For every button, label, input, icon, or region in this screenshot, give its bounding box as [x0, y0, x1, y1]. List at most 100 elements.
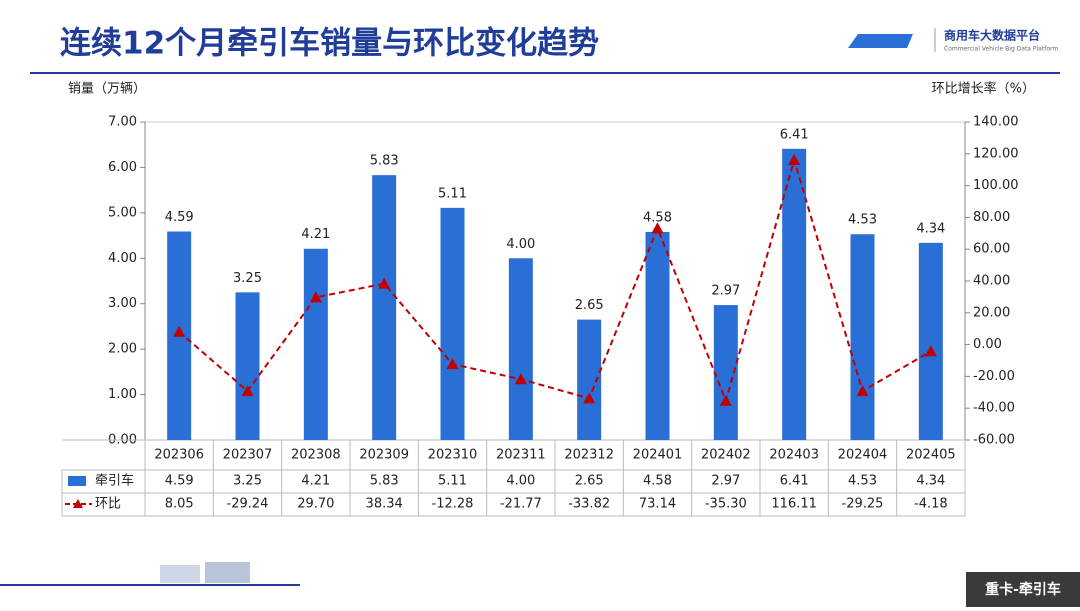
bar	[508, 258, 533, 440]
x-tick-label: 202309	[359, 448, 409, 463]
data-label: 4.00	[506, 237, 535, 252]
data-label: 4.34	[916, 221, 945, 236]
legend-entry: 环比	[95, 497, 121, 512]
y-tick-label: 5.00	[108, 205, 137, 220]
bar	[850, 234, 875, 440]
bar	[303, 248, 328, 440]
x-tick-label: 202401	[633, 448, 683, 463]
bar	[440, 207, 465, 440]
line	[178, 156, 932, 404]
x-tick-label: 202308	[291, 448, 341, 463]
marker	[583, 392, 596, 404]
table-cell: 5.11	[438, 474, 467, 489]
data-label: 4.21	[301, 227, 330, 242]
y2-tick-label: 120.00	[973, 146, 1019, 161]
marker	[651, 222, 664, 234]
legend-swatch	[73, 499, 83, 508]
table-cell: 4.21	[301, 474, 330, 489]
y2-tick-label: 40.00	[973, 274, 1010, 289]
brand: 商用车大数据平台	[944, 28, 1040, 43]
table-cell: 38.34	[366, 497, 403, 512]
truck-deco	[205, 562, 250, 583]
logo-mark	[848, 34, 913, 48]
y-tick-label: 7.00	[108, 115, 137, 130]
plot-frame	[144, 121, 966, 441]
table-cell: -12.28	[432, 497, 474, 512]
table-cell: 8.05	[165, 497, 194, 512]
data-label: 3.25	[233, 271, 262, 286]
y2-tick-label: -40.00	[973, 401, 1015, 416]
marker	[514, 373, 527, 385]
table-cell: 4.00	[506, 474, 535, 489]
data-label: 2.65	[575, 298, 604, 313]
y2-tick-label: 0.00	[973, 337, 1002, 352]
data-label: 6.41	[780, 127, 809, 142]
bar	[235, 292, 260, 440]
table-cell: 4.34	[916, 474, 945, 489]
y2-tick-label: 140.00	[973, 115, 1019, 130]
y-axis-label: 销量（万辆）	[68, 82, 146, 97]
chart-title: 连续12个月牵引车销量与环比变化趋势	[60, 26, 599, 62]
y-tick-label: 3.00	[108, 296, 137, 311]
data-label: 5.83	[370, 154, 399, 169]
y2-tick-label: 80.00	[973, 210, 1010, 225]
table-cell: -29.25	[842, 497, 884, 512]
data-label: 5.11	[438, 186, 467, 201]
x-tick-label: 202312	[564, 448, 614, 463]
bar	[645, 231, 670, 440]
table-cell: 116.11	[771, 497, 817, 512]
x-tick-label: 202404	[838, 448, 888, 463]
marker	[173, 325, 186, 337]
truck-deco	[160, 565, 200, 583]
table-cell: 4.58	[643, 474, 672, 489]
table-cell: -4.18	[914, 497, 948, 512]
table-cell: 6.41	[780, 474, 809, 489]
table-cell: -29.24	[227, 497, 269, 512]
y2-axis-label: 环比增长率（%）	[932, 81, 1035, 97]
data-label: 4.59	[165, 210, 194, 225]
marker	[241, 385, 254, 397]
table-cell: 5.83	[370, 474, 399, 489]
y-tick-label: 4.00	[108, 251, 137, 266]
x-tick-label: 202307	[223, 448, 273, 463]
y2-tick-label: 20.00	[973, 305, 1010, 320]
y2-tick-label: 60.00	[973, 242, 1010, 257]
table-cell: 29.70	[297, 497, 334, 512]
tag-box	[966, 572, 1080, 607]
bar	[918, 242, 943, 440]
table-cell: 2.97	[711, 474, 740, 489]
x-tick-label: 202402	[701, 448, 751, 463]
data-label: 4.53	[848, 213, 877, 228]
table-cell: 4.53	[848, 474, 877, 489]
marker	[378, 277, 391, 289]
marker	[719, 394, 732, 406]
y2-tick-label: -20.00	[973, 369, 1015, 384]
x-tick-label: 202311	[496, 448, 546, 463]
table-cell: -35.30	[705, 497, 747, 512]
table-cell: 4.59	[165, 474, 194, 489]
bar	[782, 148, 807, 440]
marker	[309, 291, 322, 303]
legend-swatch	[68, 476, 86, 486]
y2-tick-label: 100.00	[973, 178, 1019, 193]
table-cell: 2.65	[575, 474, 604, 489]
brand-subtitle: Commercial Vehicle Big Data Platform	[944, 46, 1058, 53]
x-tick-label: 202405	[906, 448, 956, 463]
x-tick-label: 202403	[769, 448, 819, 463]
table-cell: 73.14	[639, 497, 676, 512]
table-cell: 3.25	[233, 474, 262, 489]
legend-entry: 牵引车	[95, 473, 134, 489]
x-tick-label: 202310	[428, 448, 478, 463]
y-tick-label: 1.00	[108, 387, 137, 402]
y-tick-label: 2.00	[108, 342, 137, 357]
marker	[924, 345, 937, 357]
marker	[446, 358, 459, 370]
x-tick-label: 202306	[154, 448, 204, 463]
table-cell: -33.82	[568, 497, 610, 512]
data-label: 2.97	[711, 284, 740, 299]
marker	[856, 385, 869, 397]
tag: 重卡-牵引车	[985, 581, 1061, 598]
data-label: 4.58	[643, 210, 672, 225]
bar	[372, 175, 397, 440]
